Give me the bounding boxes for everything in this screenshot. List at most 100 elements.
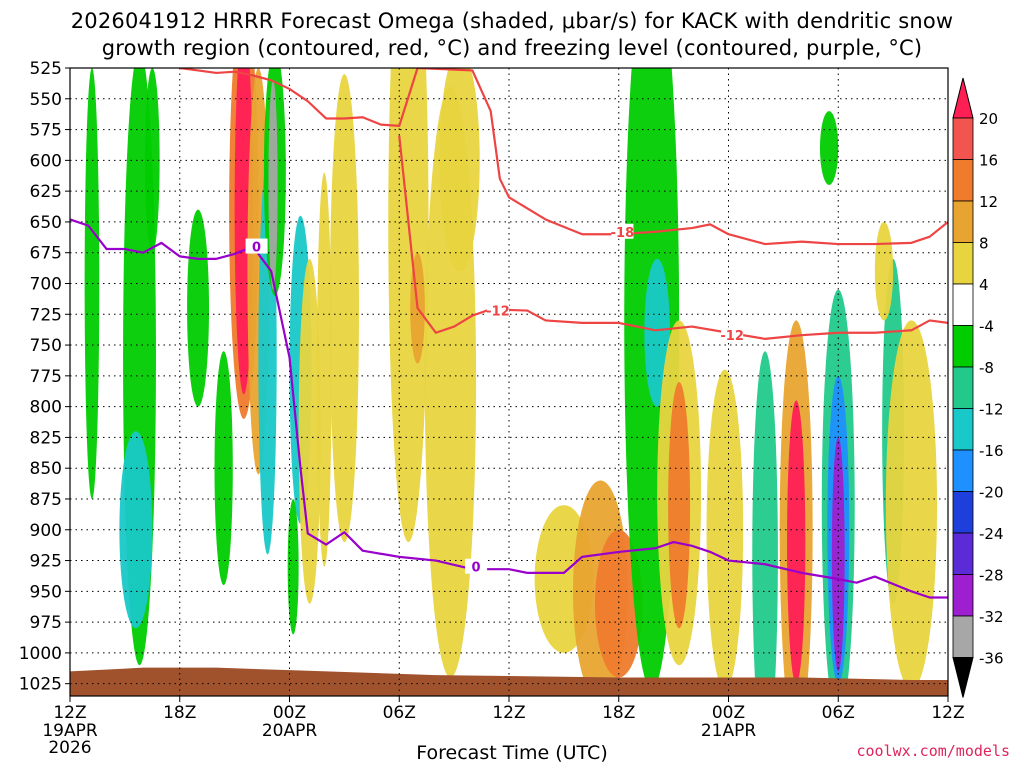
y-tick-label: 1000 [19, 644, 62, 664]
colorbar-label: -20 [979, 484, 1004, 502]
colorbar-arrow-top [952, 77, 974, 119]
omega-cell-38 [874, 221, 894, 321]
y-tick-label: 750 [30, 336, 62, 356]
colorbar-block-2 [952, 200, 974, 243]
y-tick-label: 800 [30, 398, 62, 418]
omega-cell-25 [644, 258, 670, 407]
terrain-fill [70, 667, 948, 696]
colorbar-label: -36 [979, 650, 1004, 668]
x-axis-title: Forecast Time (UTC) [416, 742, 608, 764]
x-date-label: 21APR [701, 721, 757, 741]
x-tick-label: 12Z [53, 703, 86, 723]
colorbar-block-11 [952, 574, 974, 617]
y-tick-label: 900 [30, 521, 62, 541]
y-tick-label: 925 [30, 552, 62, 572]
contour-0 [70, 218, 948, 599]
colorbar-label: -28 [979, 567, 1004, 585]
y-tick-label: 600 [30, 151, 62, 171]
dendritic-label-18-bg [611, 223, 634, 239]
chart-title: 2026041912 HRRR Forecast Omega (shaded, … [0, 8, 1024, 62]
y-tick-label: 1025 [19, 675, 62, 695]
omega-cell-27 [668, 382, 691, 629]
y-tick-label: 700 [30, 274, 62, 294]
colorbar-label: -4 [979, 318, 994, 336]
freezing-label-0a-bg [245, 238, 268, 254]
colorbar-label: 12 [979, 193, 998, 211]
dendritic-label-12b: -12 [720, 329, 744, 344]
omega-cell-37 [819, 111, 839, 185]
colorbar-label: -8 [979, 359, 994, 377]
colorbar-label: -24 [979, 525, 1004, 543]
omega-cell-31 [787, 400, 806, 684]
y-tick-label: 975 [30, 613, 62, 633]
x-tick-label: 00Z [712, 703, 745, 723]
colorbar-block-0 [952, 117, 974, 160]
dendritic-label-18: -18 [611, 226, 635, 241]
y-tick-label: 775 [30, 367, 62, 387]
colorbar-block-8 [952, 449, 974, 492]
dendritic-label-12b-bg [721, 327, 744, 343]
omega-cell-0 [84, 68, 100, 499]
plot-frame [69, 67, 949, 697]
omega-cell-15 [316, 172, 332, 567]
x-date-label: 19APR [42, 721, 98, 741]
colorbar-block-5 [952, 325, 974, 368]
y-tick-label: 650 [30, 213, 62, 233]
colorbar-label: 8 [979, 235, 989, 253]
omega-cell-16 [329, 74, 360, 543]
watermark: coolwx.com/models [856, 742, 1010, 760]
y-tick-label: 950 [30, 582, 62, 602]
colorbar-block-3 [952, 242, 974, 285]
omega-cell-36 [885, 320, 938, 690]
omega-cell-34 [831, 437, 845, 672]
colorbar-label: -32 [979, 608, 1004, 626]
omega-cell-20 [424, 86, 477, 678]
dendritic-label-12a: -12 [486, 305, 510, 320]
colorbar-block-1 [952, 159, 974, 202]
contour-2 [398, 135, 948, 341]
contour-1 [179, 68, 948, 246]
y-tick-label: 525 [30, 59, 62, 79]
x-date-label: 20APR [262, 721, 318, 741]
colorbar-block-4 [952, 283, 974, 326]
colorbar-block-7 [952, 408, 974, 451]
x-tick-label: 18Z [163, 703, 196, 723]
colorbar-label: -12 [979, 401, 1004, 419]
x-tick-label: 12Z [931, 703, 964, 723]
omega-shading [84, 68, 938, 696]
y-tick-label: 625 [30, 182, 62, 202]
chart-title-line2: growth region (contoured, red, °C) and f… [101, 36, 923, 60]
x-tick-label: 06Z [822, 703, 855, 723]
x-tick-label: 06Z [383, 703, 416, 723]
omega-cell-17 [388, 68, 429, 542]
colorbar-arrow-bottom [952, 657, 974, 698]
omega-cell-2 [119, 431, 153, 629]
y-tick-label: 675 [30, 244, 62, 264]
terrain-surface [70, 667, 948, 696]
chart-title-line1: 2026041912 HRRR Forecast Omega (shaded, … [70, 9, 954, 33]
colorbar-label: 4 [979, 276, 989, 294]
omega-cell-11 [268, 80, 278, 290]
y-axis: 525 550 575 600 625 650 675 700 725 750 775 800 825 8… [19, 59, 70, 695]
contour-lines: 0 0 -18 -12 -12 [70, 68, 948, 599]
omega-cell-5 [214, 351, 233, 586]
y-tick-label: 875 [30, 490, 62, 510]
colorbar-block-9 [952, 491, 974, 534]
colorbar-label: 20 [979, 110, 998, 128]
dendritic-label-12a-bg [487, 302, 510, 318]
colorbar-legend: 20 16 12 8 4 -4 -8 -12 -16 -20 -24 -28 -32 -36 [952, 77, 1004, 698]
y-tick-label: 825 [30, 428, 62, 448]
y-tick-label: 850 [30, 459, 62, 479]
freezing-label-0a: 0 [252, 241, 261, 256]
x-tick-label: 00Z [273, 703, 306, 723]
colorbar-label: 16 [979, 152, 998, 170]
omega-cell-14 [287, 498, 299, 635]
omega-cell-13 [298, 258, 321, 604]
omega-cell-23 [594, 529, 643, 678]
omega-cell-4 [187, 209, 210, 407]
y-tick-label: 725 [30, 305, 62, 325]
x-tick-label: 12Z [492, 703, 525, 723]
omega-cell-3 [144, 68, 160, 253]
